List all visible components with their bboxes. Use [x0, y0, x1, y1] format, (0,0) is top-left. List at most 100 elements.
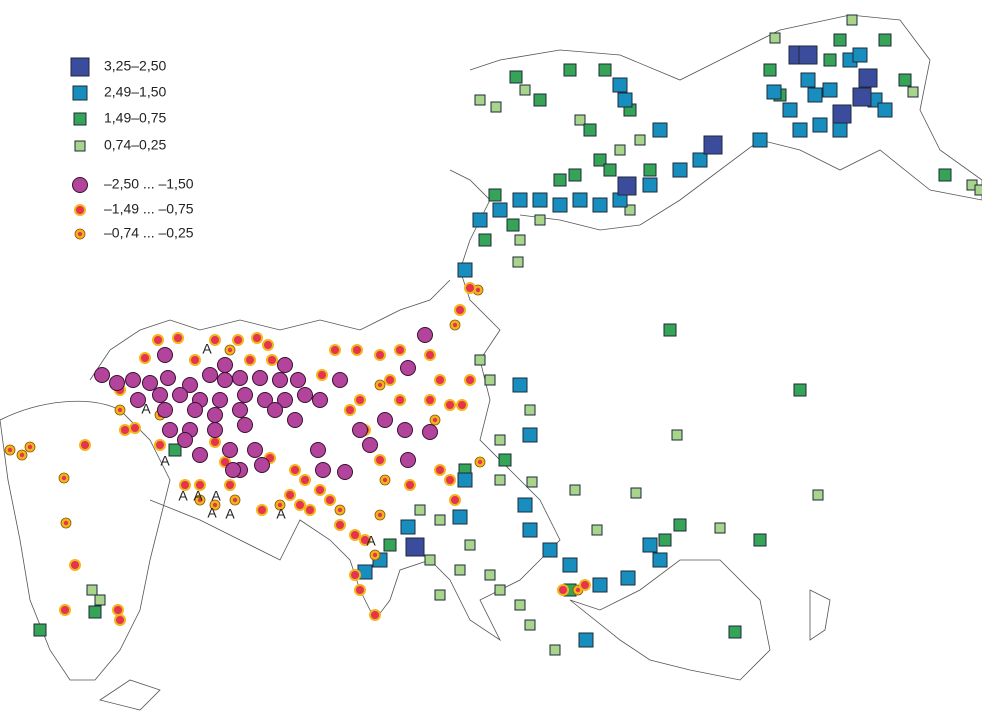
circle-marker	[142, 375, 158, 391]
circle-marker	[352, 422, 368, 438]
circle-dot	[197, 497, 203, 503]
circle-marker	[315, 462, 331, 478]
square-marker	[74, 140, 86, 152]
square-marker	[484, 374, 496, 386]
annotation: A	[202, 341, 212, 357]
square-marker	[658, 533, 672, 547]
annotation: A	[276, 506, 286, 522]
circle-marker	[237, 387, 253, 403]
square-marker	[578, 632, 594, 648]
circle-marker	[310, 442, 326, 458]
circle-marker	[289, 464, 301, 476]
square-marker	[907, 86, 919, 98]
circle-marker	[152, 334, 164, 346]
circle-dot	[477, 459, 483, 465]
circle-marker	[314, 484, 326, 496]
square-marker	[464, 539, 476, 551]
circle-marker	[109, 375, 125, 391]
circle-marker	[359, 534, 371, 546]
coastlines	[0, 14, 982, 711]
square-marker	[533, 93, 547, 107]
square-marker	[457, 472, 473, 488]
circle-marker	[172, 332, 184, 344]
square-marker	[763, 63, 777, 77]
square-marker	[812, 117, 828, 133]
square-marker	[552, 197, 568, 213]
circle-marker	[224, 479, 236, 491]
circle-marker	[130, 392, 146, 408]
circle-marker	[377, 412, 393, 428]
square-marker	[833, 33, 847, 47]
legend-label: 3,25–2,50	[104, 58, 166, 74]
circle-marker	[422, 424, 438, 440]
square-marker	[769, 32, 781, 44]
circle-dot	[337, 507, 343, 513]
legend-label: –1,49 ... –0,75	[104, 201, 194, 217]
square-marker	[617, 176, 637, 196]
square-marker	[663, 323, 677, 337]
circle-marker	[94, 367, 110, 383]
circle-marker	[456, 399, 468, 411]
markers	[4, 14, 982, 656]
square-marker	[822, 82, 838, 98]
square-marker	[526, 476, 538, 488]
circle-marker	[374, 454, 386, 466]
square-marker	[766, 84, 782, 100]
circle-marker	[129, 422, 141, 434]
circle-marker	[112, 604, 124, 616]
circle-marker	[125, 372, 141, 388]
square-marker	[494, 474, 506, 486]
circle-marker	[400, 360, 416, 376]
circle-dot	[27, 444, 33, 450]
circle-marker	[217, 357, 233, 373]
square-marker	[524, 404, 536, 416]
circle-dot	[212, 502, 218, 508]
square-marker	[591, 524, 603, 536]
square-marker	[532, 192, 548, 208]
circle-marker	[332, 372, 348, 388]
square-marker	[474, 94, 486, 106]
circle-dot	[63, 520, 69, 526]
circle-marker	[444, 474, 456, 486]
circle-marker	[349, 529, 361, 541]
circle-marker	[394, 344, 406, 356]
square-marker	[652, 552, 668, 568]
legend-label: 0,74–0,25	[104, 137, 166, 153]
circle-marker	[192, 447, 208, 463]
square-marker	[603, 163, 617, 177]
circle-dot	[382, 477, 388, 483]
circle-marker	[337, 464, 353, 480]
square-marker	[524, 619, 536, 631]
circle-dot	[377, 512, 383, 518]
circle-marker	[344, 404, 356, 416]
circle-dot	[452, 322, 458, 328]
circle-marker	[152, 387, 168, 403]
square-marker	[488, 188, 502, 202]
square-marker	[617, 92, 633, 108]
circle-dot	[117, 407, 123, 413]
circle-marker	[277, 357, 293, 373]
annotation: A	[193, 488, 203, 504]
circle-marker	[424, 394, 436, 406]
circle-marker	[72, 177, 88, 193]
circle-marker	[119, 424, 131, 436]
square-marker	[752, 132, 768, 148]
circle-marker	[187, 402, 203, 418]
square-marker	[512, 377, 528, 393]
circle-marker	[247, 442, 263, 458]
square-marker	[846, 14, 858, 26]
circle-marker	[354, 394, 366, 406]
circle-marker	[69, 559, 81, 571]
square-marker	[549, 644, 561, 656]
square-marker	[454, 564, 466, 576]
circle-marker	[284, 489, 296, 501]
annotation: A	[178, 488, 188, 504]
circle-marker	[444, 399, 456, 411]
circle-dot	[575, 587, 581, 593]
circle-dot	[432, 417, 438, 423]
square-marker	[792, 122, 808, 138]
square-marker	[506, 218, 520, 232]
square-marker	[624, 204, 636, 216]
square-marker	[563, 63, 577, 77]
